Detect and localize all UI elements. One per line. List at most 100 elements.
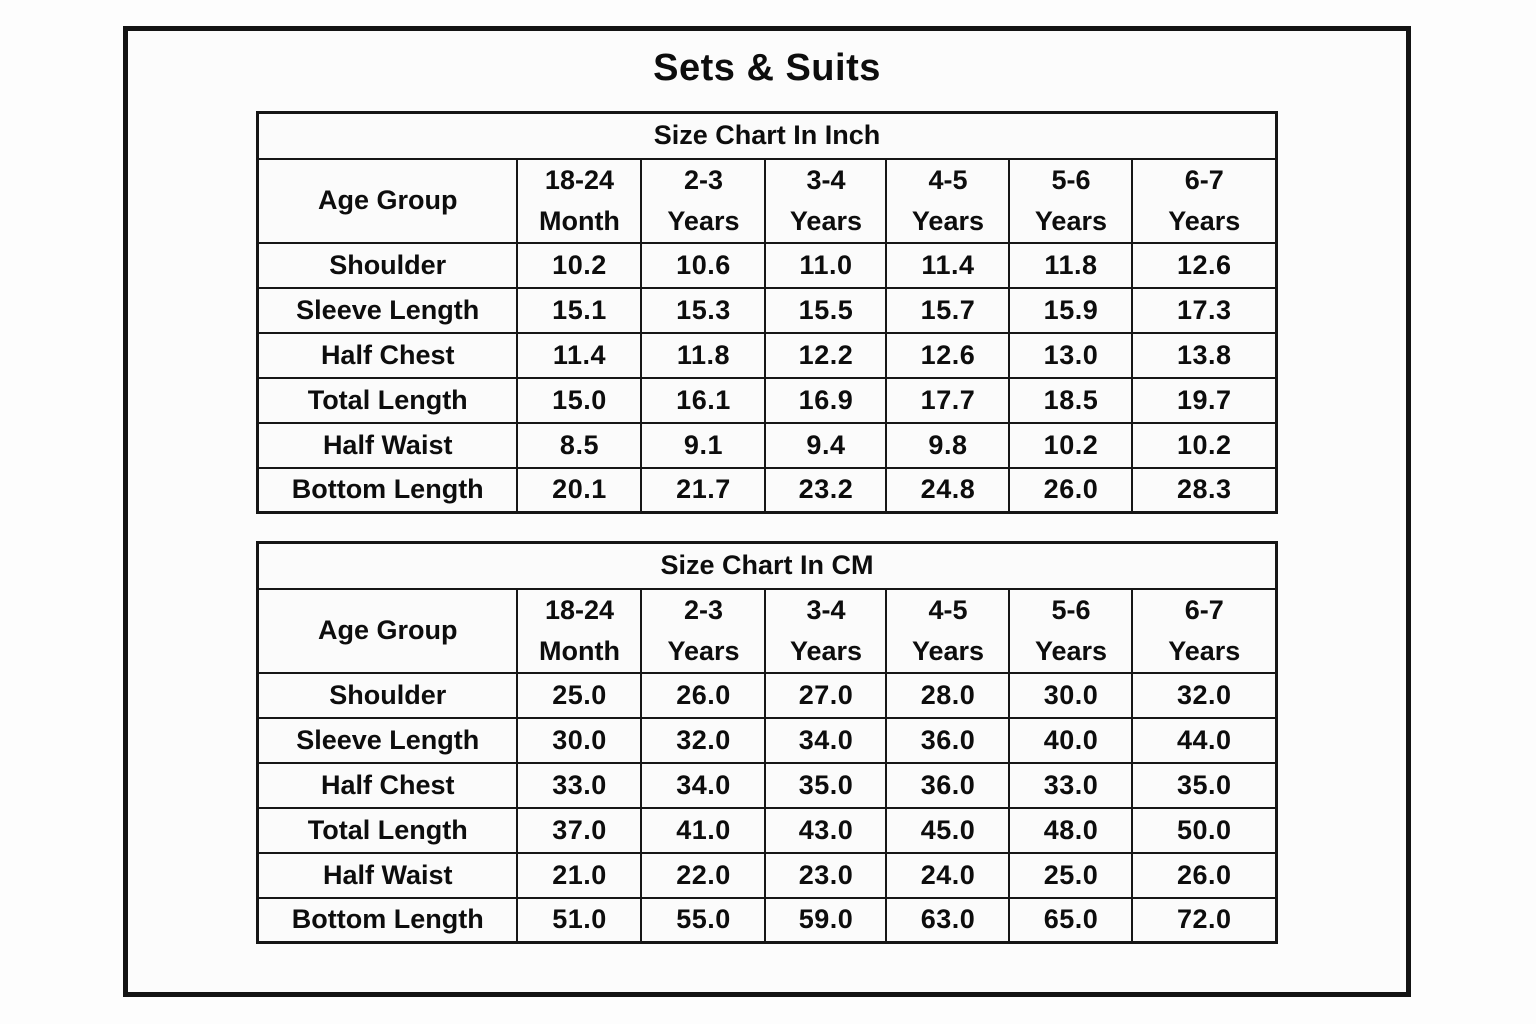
measurement-value: 11.4 [516, 331, 643, 379]
measurement-value: 35.0 [764, 761, 888, 809]
measurement-value: 72.0 [1131, 896, 1278, 944]
age-group-header: Age Group [256, 587, 519, 674]
table-row: Total Length 37.0 41.0 43.0 45.0 48.0 50.0 [256, 806, 1278, 854]
table-title-row: Size Chart In CM [256, 541, 1278, 590]
measurement-value: 16.1 [640, 376, 767, 424]
measurement-label: Half Waist [256, 421, 519, 469]
measurement-value: 11.0 [764, 241, 888, 289]
measurement-label: Shoulder [256, 671, 519, 719]
age-range-text: 4-5 [928, 165, 968, 195]
table-title-row: Size Chart In Inch [256, 111, 1278, 160]
age-unit-text: Years [1168, 635, 1241, 666]
measurement-value: 63.0 [885, 896, 1011, 944]
measurement-value: 13.0 [1008, 331, 1134, 379]
age-column-header: 2-3 Years [640, 157, 767, 244]
age-column-header: 5-6 Years [1008, 157, 1134, 244]
measurement-label: Half Waist [256, 851, 519, 899]
measurement-value: 17.7 [885, 376, 1011, 424]
age-column-header: 3-4 Years [764, 587, 888, 674]
measurement-value: 17.3 [1131, 286, 1278, 334]
measurement-value: 11.4 [885, 241, 1011, 289]
measurement-value: 13.8 [1131, 331, 1278, 379]
table-row: Half Chest 11.4 11.8 12.2 12.6 13.0 13.8 [256, 331, 1278, 379]
age-column-header: 3-4 Years [764, 157, 888, 244]
measurement-value: 9.8 [885, 421, 1011, 469]
age-group-header: Age Group [256, 157, 519, 244]
measurement-value: 37.0 [516, 806, 643, 854]
measurement-value: 30.0 [516, 716, 643, 764]
age-unit-text: Years [789, 205, 862, 236]
measurement-value: 25.0 [516, 671, 643, 719]
measurement-value: 24.8 [885, 466, 1011, 514]
measurement-value: 8.5 [516, 421, 643, 469]
measurement-value: 22.0 [640, 851, 767, 899]
measurement-value: 51.0 [516, 896, 643, 944]
measurement-value: 12.6 [885, 331, 1011, 379]
measurement-value: 12.2 [764, 331, 888, 379]
age-column-header: 6-7 Years [1131, 587, 1278, 674]
age-unit-text: Years [667, 635, 740, 666]
measurement-value: 23.0 [764, 851, 888, 899]
measurement-label: Shoulder [256, 241, 519, 289]
measurement-value: 36.0 [885, 761, 1011, 809]
measurement-value: 9.4 [764, 421, 888, 469]
measurement-value: 10.2 [516, 241, 643, 289]
measurement-value: 21.0 [516, 851, 643, 899]
age-range-text: 2-3 [683, 165, 723, 195]
measurement-value: 43.0 [764, 806, 888, 854]
table-header-row: Age Group 18-24 Month 2-3 Years 3-4 Years 4-5 Ye… [256, 157, 1278, 244]
table-row: Total Length 15.0 16.1 16.9 17.7 18.5 19.7 [256, 376, 1278, 424]
size-chart-table: Size Chart In Inch Age Group 18-24 Month 2-3… [255, 111, 1279, 514]
measurement-value: 65.0 [1008, 896, 1134, 944]
measurement-value: 30.0 [1008, 671, 1134, 719]
measurement-value: 15.1 [516, 286, 643, 334]
age-column-header: 18-24 Month [516, 157, 643, 244]
measurement-value: 12.6 [1131, 241, 1278, 289]
age-column-header: 6-7 Years [1131, 157, 1278, 244]
measurement-value: 20.1 [516, 466, 643, 514]
age-unit-text: Years [667, 205, 740, 236]
table-row: Bottom Length 51.0 55.0 59.0 63.0 65.0 72.0 [256, 896, 1278, 944]
tables-container: Size Chart In Inch Age Group 18-24 Month 2-3… [128, 111, 1406, 944]
size-chart-table: Size Chart In CM Age Group 18-24 Month 2-3 Ye… [255, 541, 1278, 944]
measurement-value: 34.0 [640, 761, 767, 809]
measurement-value: 28.0 [885, 671, 1011, 719]
age-range-text: 2-3 [683, 595, 723, 625]
measurement-value: 15.0 [516, 376, 643, 424]
measurement-value: 41.0 [640, 806, 767, 854]
measurement-label: Sleeve Length [256, 716, 519, 764]
age-column-header: 4-5 Years [885, 587, 1011, 674]
table-row: Sleeve Length 30.0 32.0 34.0 36.0 40.0 44.0 [256, 716, 1278, 764]
age-unit-text: Years [911, 205, 984, 236]
age-unit-text: Years [1034, 205, 1107, 236]
age-range-text: 4-5 [928, 595, 968, 625]
age-unit-text: Years [1168, 205, 1241, 236]
measurement-value: 50.0 [1131, 806, 1278, 854]
measurement-value: 18.5 [1008, 376, 1134, 424]
size-chart-frame: Sets & Suits Size Chart In Inch Age Group… [123, 26, 1411, 997]
age-column-header: 4-5 Years [885, 157, 1011, 244]
measurement-value: 59.0 [764, 896, 888, 944]
measurement-value: 10.2 [1008, 421, 1134, 469]
measurement-value: 44.0 [1131, 716, 1278, 764]
measurement-value: 35.0 [1131, 761, 1278, 809]
measurement-label: Total Length [256, 376, 519, 424]
age-range-text: 6-7 [1184, 595, 1224, 625]
age-unit-text: Years [911, 635, 985, 666]
age-range-text: 5-6 [1051, 165, 1091, 195]
table-title: Size Chart In CM [256, 541, 1278, 590]
age-unit-text: Years [789, 635, 863, 666]
measurement-value: 26.0 [1008, 466, 1134, 514]
measurement-label: Total Length [256, 806, 519, 854]
measurement-value: 34.0 [764, 716, 888, 764]
measurement-label: Bottom Length [256, 466, 519, 514]
page-title: Sets & Suits [653, 47, 881, 89]
table-row: Half Chest 33.0 34.0 35.0 36.0 33.0 35.0 [256, 761, 1278, 809]
measurement-value: 55.0 [640, 896, 767, 944]
measurement-value: 15.7 [885, 286, 1011, 334]
age-range-text: 3-4 [806, 595, 846, 625]
measurement-value: 24.0 [885, 851, 1011, 899]
measurement-value: 48.0 [1008, 806, 1134, 854]
measurement-label: Bottom Length [256, 896, 519, 944]
table-row: Sleeve Length 15.1 15.3 15.5 15.7 15.9 17.3 [256, 286, 1278, 334]
